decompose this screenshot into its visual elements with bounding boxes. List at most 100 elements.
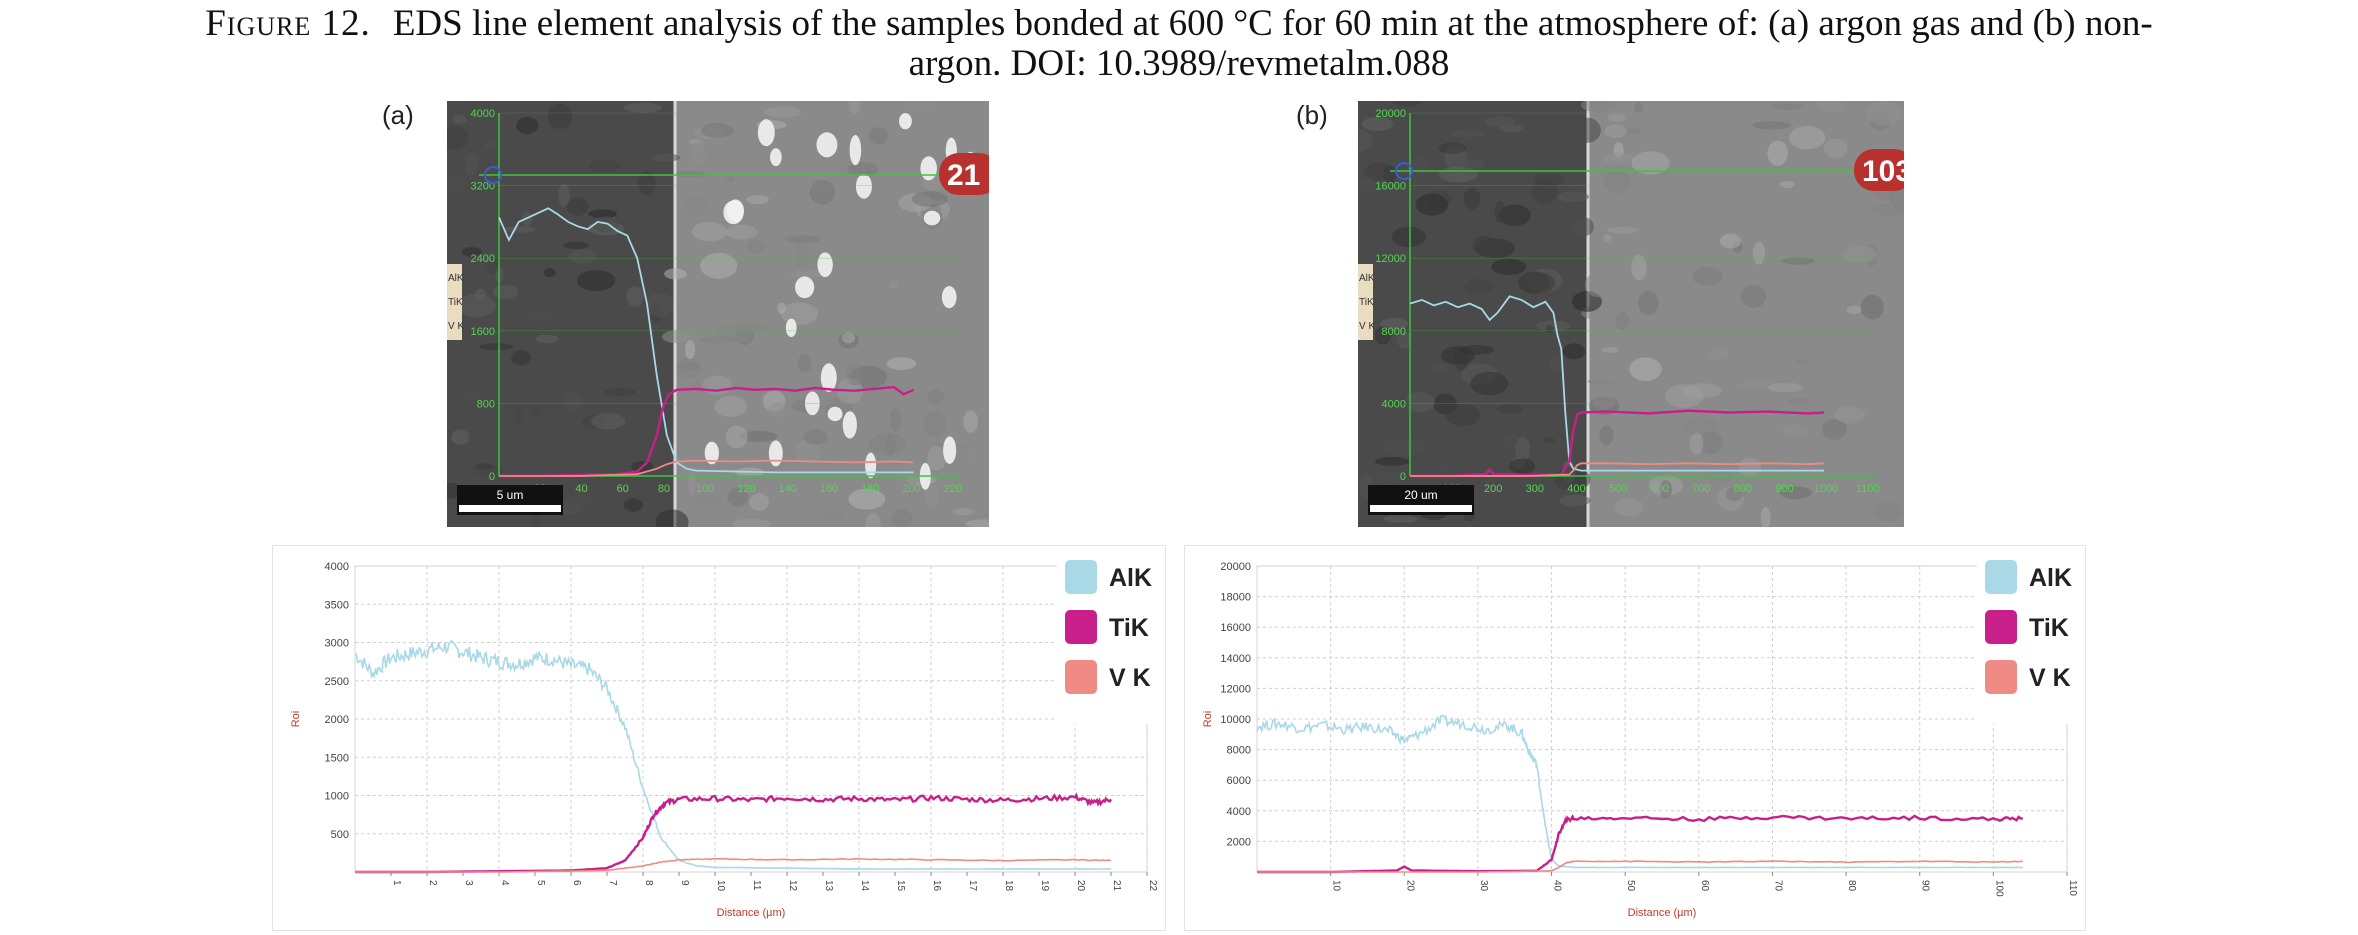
- sem-x-tick-label: 300: [1526, 483, 1544, 495]
- sem-texture: [1689, 432, 1704, 455]
- sem-texture: [1708, 471, 1733, 482]
- sem-texture: [691, 221, 728, 242]
- sem-texture: [1629, 357, 1662, 382]
- sem-texture: [1823, 138, 1848, 158]
- sem-texture: [1606, 226, 1639, 234]
- sem-texture: [565, 494, 594, 507]
- x-tick-label: 60: [1699, 880, 1710, 892]
- sem-texture: [822, 512, 846, 521]
- sem-image-b: 0400080001200016000200001002003004005006…: [1358, 101, 1904, 527]
- sem-texture: [1571, 217, 1594, 237]
- legend-swatch: [1985, 560, 2017, 594]
- sem-x-tick-label: 800: [1734, 483, 1752, 495]
- sem-texture: [1890, 189, 1904, 209]
- sem-texture: [1429, 363, 1450, 373]
- element-tag-label: TiK: [1359, 297, 1374, 308]
- sem-texture: [1601, 346, 1619, 354]
- sem-x-tick-label: 1000: [1814, 483, 1838, 495]
- sem-texture: [543, 268, 556, 278]
- sem-texture: [1631, 151, 1670, 175]
- y-tick-label: 500: [331, 829, 349, 841]
- marker-badge-label: 21: [947, 159, 980, 192]
- sem-texture: [1767, 140, 1788, 166]
- sem-texture: [1613, 498, 1644, 517]
- x-tick-label: 20: [1075, 880, 1086, 892]
- sem-x-tick-label: 60: [617, 483, 629, 495]
- sem-texture: [1781, 257, 1815, 265]
- x-tick-label: 19: [1039, 880, 1050, 892]
- sem-texture: [1572, 117, 1601, 143]
- legend-swatch: [1985, 610, 2017, 644]
- sem-x-tick-label: 80: [658, 483, 670, 495]
- sem-texture: [848, 488, 886, 510]
- sem-texture: [1581, 101, 1617, 113]
- sem-texture: [474, 463, 494, 470]
- sem-texture: [687, 469, 696, 495]
- x-tick-label: 5: [535, 880, 546, 886]
- sem-texture: [1589, 396, 1620, 415]
- eds-line-chart-a: 500 1000 1500 2000 2500 3000 3500 4000 1 2 3 4 5 6 7 8 9…: [272, 545, 1167, 931]
- sem-texture: [655, 509, 689, 527]
- sem-texture: [1604, 124, 1628, 139]
- series-line-alk: [354, 639, 1111, 870]
- sem-y-tick-label: 0: [489, 471, 495, 483]
- sem-bright-particle: [770, 148, 782, 167]
- sem-texture: [1411, 156, 1427, 175]
- x-tick-label: 80: [1846, 880, 1857, 892]
- x-tick-label: 18: [1003, 880, 1014, 892]
- sem-texture: [486, 258, 499, 275]
- y-tick-label: 3000: [325, 638, 349, 650]
- y-tick-label: 2000: [325, 714, 349, 726]
- sem-texture: [452, 114, 467, 125]
- sem-texture: [1432, 459, 1453, 470]
- sem-bright-particle: [817, 252, 833, 278]
- sem-texture: [1816, 101, 1844, 113]
- y-tick-label: 2000: [1227, 836, 1251, 848]
- scalebar-label: 20 um: [1404, 488, 1437, 502]
- sem-texture: [1789, 397, 1810, 407]
- scalebar: [1370, 505, 1472, 512]
- legend-swatch: [1985, 660, 2017, 694]
- sem-bright-particle: [785, 318, 797, 338]
- sem-texture: [714, 395, 748, 417]
- series-line-tik: [355, 792, 1113, 874]
- sem-bright-particle: [816, 132, 838, 158]
- sem-texture: [1770, 102, 1804, 111]
- sem-texture: [803, 429, 828, 445]
- sem-texture: [626, 286, 644, 308]
- y-tick-label: 20000: [1220, 561, 1251, 573]
- sem-texture: [1549, 355, 1562, 375]
- sem-texture: [1752, 121, 1791, 130]
- sem-overlay-line: [1410, 409, 1825, 478]
- sem-texture: [479, 343, 514, 351]
- sem-texture: [1599, 425, 1614, 446]
- sem-texture: [965, 519, 989, 527]
- sem-texture: [1752, 241, 1766, 265]
- sem-texture: [963, 410, 979, 433]
- sem-texture: [568, 249, 598, 265]
- sem-texture: [849, 101, 861, 115]
- marker-badge: [1854, 149, 1904, 191]
- y-tick-label: 1500: [325, 752, 349, 764]
- x-tick-label: 8: [643, 880, 654, 886]
- panel-label-b: (b): [1296, 100, 1328, 130]
- sem-overlay-line: [499, 459, 914, 477]
- sem-texture: [1781, 424, 1808, 436]
- sem-texture: [1497, 404, 1524, 414]
- sem-texture: [1374, 456, 1410, 466]
- sem-texture: [463, 393, 483, 401]
- sem-texture: [1392, 398, 1412, 410]
- sem-texture: [927, 389, 945, 405]
- sem-texture: [922, 411, 947, 437]
- sem-texture: [685, 340, 696, 360]
- sem-texture: [645, 292, 674, 318]
- sem-texture: [447, 466, 475, 475]
- legend-label: AlK: [1109, 564, 1152, 592]
- sem-texture: [700, 252, 738, 279]
- sem-texture: [623, 102, 663, 113]
- sem-texture: [1607, 113, 1626, 122]
- sem-texture: [1363, 162, 1395, 181]
- sem-bright-particle: [920, 156, 937, 181]
- sem-texture: [590, 413, 626, 430]
- sem-texture: [535, 334, 559, 344]
